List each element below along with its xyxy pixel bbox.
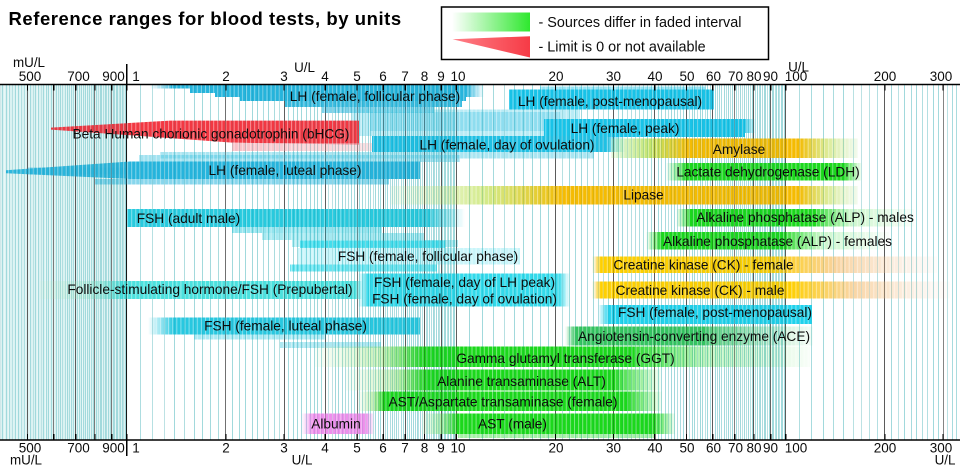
svg-text:500: 500 [19,441,42,456]
svg-text:90: 90 [763,69,778,84]
svg-text:mU/L: mU/L [10,453,42,466]
svg-text:700: 700 [67,69,90,84]
svg-text:LH (female, post-menopausal): LH (female, post-menopausal) [518,94,702,109]
svg-text:Lactate dehydrogenase (LDH): Lactate dehydrogenase (LDH) [676,165,859,180]
svg-text:500: 500 [19,69,42,84]
svg-text:50: 50 [679,69,694,84]
svg-text:Follicle-stimulating hormone/F: Follicle-stimulating hormone/FSH (Prepub… [67,282,352,297]
svg-text:4: 4 [321,69,329,84]
svg-text:40: 40 [647,441,662,456]
svg-text:6: 6 [379,441,387,456]
svg-text:700: 700 [67,441,90,456]
svg-text:- Sources differ in faded inte: - Sources differ in faded interval [539,15,742,31]
svg-text:20: 20 [548,69,563,84]
svg-text:60: 60 [706,441,721,456]
svg-text:AST (male): AST (male) [478,417,547,432]
svg-text:1: 1 [132,69,140,84]
svg-text:10: 10 [450,69,465,84]
svg-text:9: 9 [437,441,445,456]
svg-text:U/L: U/L [788,60,809,75]
svg-text:LH (female, peak): LH (female, peak) [571,121,680,136]
svg-text:5: 5 [353,441,361,456]
svg-text:Creatine kinase (CK) - male: Creatine kinase (CK) - male [616,283,785,298]
svg-text:2: 2 [222,69,230,84]
svg-text:100: 100 [785,69,808,84]
svg-text:3: 3 [280,441,288,456]
svg-text:FSH (female, day of LH peak): FSH (female, day of LH peak) [374,275,555,290]
svg-text:200: 200 [874,69,897,84]
svg-text:LH (female, luteal phase): LH (female, luteal phase) [209,163,362,178]
svg-text:70: 70 [728,441,743,456]
svg-text:8: 8 [421,441,429,456]
svg-text:U/L: U/L [294,60,315,75]
svg-text:AST/Aspartate transaminase (fe: AST/Aspartate transaminase (female) [389,395,618,410]
svg-text:Alanine transaminase (ALT): Alanine transaminase (ALT) [437,374,606,389]
svg-text:- Limit is 0 or not available: - Limit is 0 or not available [539,40,706,56]
svg-text:LH (female, day of ovulation): LH (female, day of ovulation) [420,138,595,153]
svg-text:10: 10 [450,441,465,456]
svg-text:3: 3 [280,69,288,84]
svg-text:300: 300 [930,69,953,84]
svg-text:7: 7 [401,69,409,84]
svg-text:Alkaline phosphatase (ALP) - f: Alkaline phosphatase (ALP) - females [663,234,892,249]
svg-text:FSH (adult male): FSH (adult male) [137,211,240,226]
svg-text:80: 80 [746,441,761,456]
svg-text:30: 30 [606,69,621,84]
svg-text:Albumin: Albumin [311,417,360,432]
svg-text:Creatine kinase (CK) - female: Creatine kinase (CK) - female [613,258,793,273]
svg-text:Reference ranges for blood tes: Reference ranges for blood tests, by uni… [9,8,402,29]
svg-text:Beta Human chorionic gonadotro: Beta Human chorionic gonadotrophin (bHCG… [73,127,350,142]
svg-text:FSH (female, follicular phase): FSH (female, follicular phase) [338,249,518,264]
svg-text:FSH (female, day of ovulation): FSH (female, day of ovulation) [372,292,557,307]
svg-text:7: 7 [401,441,409,456]
svg-text:5: 5 [353,69,361,84]
svg-text:900: 900 [102,441,125,456]
svg-text:Angiotensin-converting enzyme: Angiotensin-converting enzyme (ACE) [578,329,810,344]
svg-text:U/L: U/L [292,453,313,466]
svg-text:FSH (female, post-menopausal): FSH (female, post-menopausal) [618,305,812,320]
svg-text:20: 20 [548,441,563,456]
svg-text:6: 6 [379,69,387,84]
svg-text:300: 300 [930,441,953,456]
svg-text:1: 1 [132,441,140,456]
svg-text:80: 80 [746,69,761,84]
svg-text:40: 40 [647,69,662,84]
svg-text:900: 900 [102,69,125,84]
svg-text:50: 50 [679,441,694,456]
svg-text:Gamma glutamyl transferase (GG: Gamma glutamyl transferase (GGT) [456,351,674,366]
svg-text:30: 30 [606,441,621,456]
svg-text:9: 9 [437,69,445,84]
svg-text:60: 60 [706,69,721,84]
svg-text:LH (female, follicular phase): LH (female, follicular phase) [290,89,460,104]
svg-text:70: 70 [728,69,743,84]
svg-text:200: 200 [874,441,897,456]
svg-text:8: 8 [421,69,429,84]
svg-text:mU/L: mU/L [13,55,45,70]
svg-text:Alkaline phosphatase (ALP) - m: Alkaline phosphatase (ALP) - males [696,210,914,225]
svg-text:100: 100 [785,441,808,456]
svg-text:Lipase: Lipase [623,188,663,203]
svg-text:FSH (female, luteal phase): FSH (female, luteal phase) [204,319,367,334]
svg-text:90: 90 [763,441,778,456]
svg-text:4: 4 [321,441,329,456]
svg-text:Amylase: Amylase [713,142,765,157]
svg-text:U/L: U/L [935,453,956,466]
svg-text:2: 2 [222,441,230,456]
